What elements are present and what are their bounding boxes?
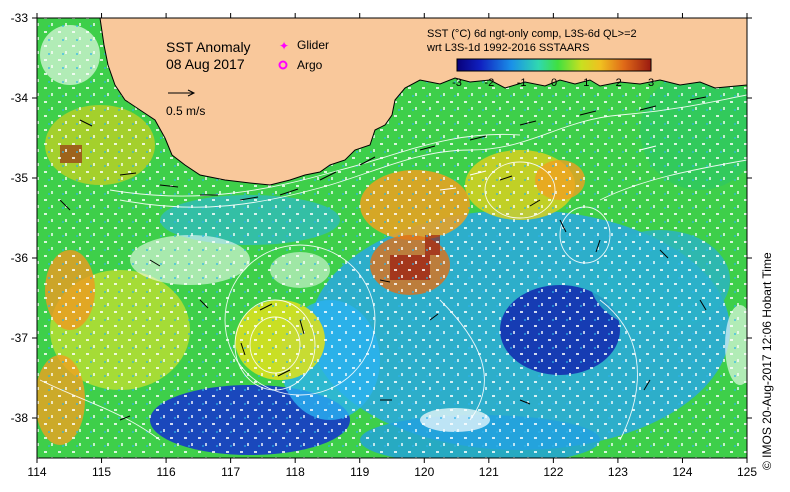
colorbar-tick-label: 1 [583,77,589,89]
legend-glider: Glider [297,38,329,52]
colorbar-ticks: -3 -2 -1 0 1 2 3 [452,77,654,89]
x-tick-label: 117 [221,465,240,479]
colorbar-tick-label: -1 [517,77,527,89]
current-vectors [59,96,707,421]
scale-arrow [168,89,196,97]
x-tick-label: 124 [672,465,692,479]
x-axis: 114 115 116 117 118 119 120 121 122 123 124 125 [27,13,757,479]
y-tick-label: -34 [11,91,29,105]
map-date: 08 Aug 2017 [166,56,245,72]
colorbar-tick-label: 0 [551,77,557,89]
x-tick-label: 120 [414,465,434,479]
colorbar-title-line2: wrt L3S-1d 1992-2016 SSTAARS [426,42,589,54]
y-tick-label: -36 [11,251,29,265]
x-tick-label: 123 [608,465,628,479]
y-axis: -33-34-35-36-37-38 [11,11,752,425]
y-tick-label: -33 [11,11,29,25]
y-tick-label: -35 [11,171,29,185]
x-tick-label: 122 [543,465,563,479]
colorbar-title-line1: SST (°C) 6d ngt-only comp, L3S-6d QL>=2 [427,28,637,40]
colorbar [456,58,652,72]
x-tick-label: 125 [737,465,757,479]
glider-marker-icon: ✦ [279,39,289,53]
colorbar-tick-label: -3 [452,77,462,89]
y-tick-label: -38 [11,411,29,425]
credit-text: © IMOS 20-Aug-2017 12:06 Hobart Time [760,252,774,470]
legend-argo: Argo [297,58,323,72]
map-title: SST Anomaly [166,39,251,55]
x-tick-label: 114 [27,465,46,479]
x-tick-label: 116 [157,465,176,479]
x-tick-label: 115 [92,465,111,479]
argo-marker-icon [278,60,288,70]
scale-label: 0.5 m/s [166,104,205,118]
x-tick-label: 118 [286,465,305,479]
colorbar-tick-label: 2 [616,77,622,89]
x-tick-label: 119 [350,465,369,479]
colorbar-tick-label: -2 [484,77,494,89]
ssh-contours [39,94,747,441]
plot-border [36,17,748,459]
x-tick-label: 121 [479,465,499,479]
y-tick-label: -37 [11,331,29,345]
colorbar-tick-label: 3 [648,77,654,89]
